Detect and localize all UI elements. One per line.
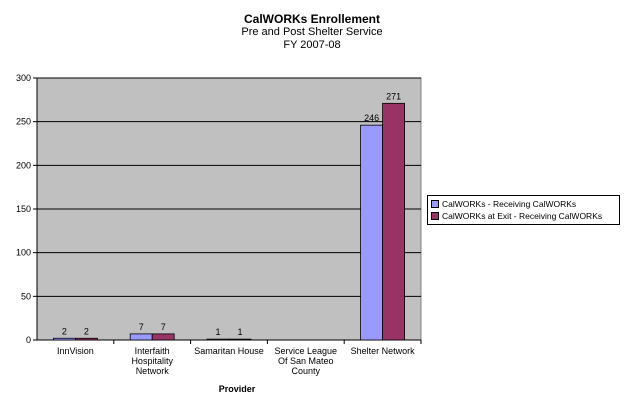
legend-label-series-2: CalWORKs at Exit - Receiving CalWORKs — [442, 211, 603, 221]
data-label-series-1: 7 — [139, 322, 144, 332]
x-tick-label: County — [292, 366, 321, 376]
bar-series-2 — [382, 102, 406, 341]
x-tick-label: Samaritan House — [194, 346, 264, 356]
data-label-series-1: 1 — [215, 327, 220, 337]
y-tick-label: 50 — [21, 291, 31, 301]
chart-title: CalWORKs Enrollement — [243, 12, 381, 26]
data-label-series-2: 7 — [161, 322, 166, 332]
y-tick-label: 100 — [16, 248, 31, 258]
chart-subtitle-line-2: FY 2007-08 — [283, 39, 341, 51]
bar-series-1 — [360, 124, 384, 341]
data-label-series-2: 271 — [386, 91, 401, 101]
x-tick-label: Shelter Network — [351, 346, 416, 356]
x-tick-label: Service League — [275, 346, 338, 356]
chart-subtitle-line-1: Pre and Post Shelter Service — [241, 26, 383, 38]
bar-series-2 — [75, 337, 98, 341]
legend-swatch-series-2 — [431, 212, 439, 220]
legend-label-series-1: CalWORKs - Receiving CalWORKs — [442, 199, 577, 209]
data-label-series-1: 246 — [364, 113, 379, 123]
bar-series-2 — [151, 333, 175, 341]
chart-title-block: CalWORKs Enrollement Pre and Post Shelte… — [0, 12, 624, 52]
x-tick-label: InnVision — [57, 346, 94, 356]
y-tick-label: 300 — [16, 73, 31, 83]
x-axis-title: Provider — [218, 384, 256, 394]
x-tick-label: Network — [136, 366, 170, 376]
y-tick-label: 200 — [16, 160, 31, 170]
data-label-series-2: 1 — [237, 327, 242, 337]
data-label-series-1: 2 — [62, 326, 67, 336]
data-label-series-2: 2 — [84, 326, 89, 336]
bar-series-1 — [129, 333, 153, 341]
y-tick-label: 250 — [16, 117, 31, 127]
x-tick-label: Hospitality — [131, 356, 173, 366]
legend: CalWORKs - Receiving CalWORKs CalWORKs a… — [427, 195, 620, 225]
y-tick-label: 150 — [16, 204, 31, 214]
x-tick-label: Interfaith — [135, 346, 170, 356]
y-tick-label: 0 — [26, 335, 31, 345]
x-tick-label: Of San Mateo — [278, 356, 334, 366]
bar-series-1 — [206, 338, 230, 341]
bar-series-1 — [53, 337, 76, 341]
bar-series-2 — [228, 338, 252, 341]
legend-swatch-series-1 — [431, 200, 439, 208]
